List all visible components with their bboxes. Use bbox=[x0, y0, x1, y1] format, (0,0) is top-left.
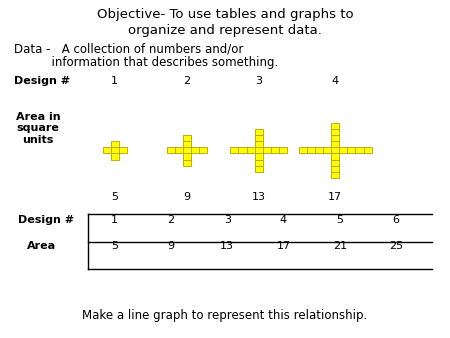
Bar bbox=[364, 147, 372, 153]
Bar bbox=[255, 166, 263, 172]
Bar bbox=[331, 129, 339, 135]
Bar bbox=[331, 123, 339, 129]
Bar bbox=[339, 147, 347, 153]
Bar bbox=[247, 147, 255, 153]
Text: 17: 17 bbox=[328, 192, 342, 202]
Text: organize and represent data.: organize and represent data. bbox=[128, 24, 322, 37]
Bar bbox=[299, 147, 307, 153]
Bar bbox=[166, 147, 175, 153]
Bar bbox=[183, 135, 191, 141]
Text: 6: 6 bbox=[392, 215, 400, 225]
Bar bbox=[111, 141, 119, 147]
Bar bbox=[323, 147, 331, 153]
Text: 1: 1 bbox=[111, 215, 118, 225]
Bar bbox=[255, 135, 263, 141]
Text: 9: 9 bbox=[183, 192, 190, 202]
Text: 25: 25 bbox=[389, 241, 403, 251]
Bar bbox=[199, 147, 207, 153]
Text: 4: 4 bbox=[280, 215, 287, 225]
Text: 3: 3 bbox=[255, 76, 262, 86]
Text: 1: 1 bbox=[111, 76, 118, 86]
Bar bbox=[271, 147, 279, 153]
Bar bbox=[191, 147, 199, 153]
Bar bbox=[331, 160, 339, 166]
Text: 5: 5 bbox=[111, 192, 118, 202]
Bar bbox=[347, 147, 356, 153]
Bar bbox=[183, 153, 191, 160]
Bar bbox=[263, 147, 271, 153]
Text: Objective- To use tables and graphs to: Objective- To use tables and graphs to bbox=[97, 8, 353, 21]
Bar bbox=[111, 153, 119, 160]
Bar bbox=[331, 153, 339, 160]
Bar bbox=[255, 153, 263, 160]
Bar bbox=[255, 141, 263, 147]
Bar bbox=[315, 147, 323, 153]
Text: 4: 4 bbox=[332, 76, 339, 86]
Bar bbox=[183, 141, 191, 147]
Bar bbox=[255, 147, 263, 153]
Bar bbox=[175, 147, 183, 153]
Bar bbox=[279, 147, 287, 153]
Bar bbox=[255, 160, 263, 166]
Text: 2: 2 bbox=[167, 215, 175, 225]
Bar bbox=[331, 172, 339, 178]
Text: Data -   A collection of numbers and/or: Data - A collection of numbers and/or bbox=[14, 43, 243, 56]
Text: 9: 9 bbox=[167, 241, 175, 251]
Bar bbox=[331, 166, 339, 172]
Bar bbox=[183, 147, 191, 153]
Text: 13: 13 bbox=[252, 192, 266, 202]
Text: Area: Area bbox=[27, 241, 56, 251]
Text: 5: 5 bbox=[336, 215, 343, 225]
Text: 13: 13 bbox=[220, 241, 234, 251]
Text: 2: 2 bbox=[183, 76, 190, 86]
Bar bbox=[331, 141, 339, 147]
Bar bbox=[331, 135, 339, 141]
Bar bbox=[119, 147, 127, 153]
Text: 17: 17 bbox=[276, 241, 291, 251]
Text: Design #: Design # bbox=[14, 76, 70, 86]
Bar bbox=[111, 147, 119, 153]
Text: 3: 3 bbox=[224, 215, 231, 225]
Text: information that describes something.: information that describes something. bbox=[14, 56, 278, 69]
Bar bbox=[230, 147, 238, 153]
Bar bbox=[238, 147, 247, 153]
Bar bbox=[331, 147, 339, 153]
Bar bbox=[255, 129, 263, 135]
Text: Make a line graph to represent this relationship.: Make a line graph to represent this rela… bbox=[82, 309, 368, 322]
Text: Area in
square
units: Area in square units bbox=[16, 112, 61, 145]
Bar bbox=[103, 147, 111, 153]
Bar bbox=[183, 160, 191, 166]
Text: Design #: Design # bbox=[18, 215, 74, 225]
Text: 21: 21 bbox=[333, 241, 347, 251]
Bar bbox=[356, 147, 364, 153]
Bar bbox=[307, 147, 315, 153]
Text: 5: 5 bbox=[111, 241, 118, 251]
